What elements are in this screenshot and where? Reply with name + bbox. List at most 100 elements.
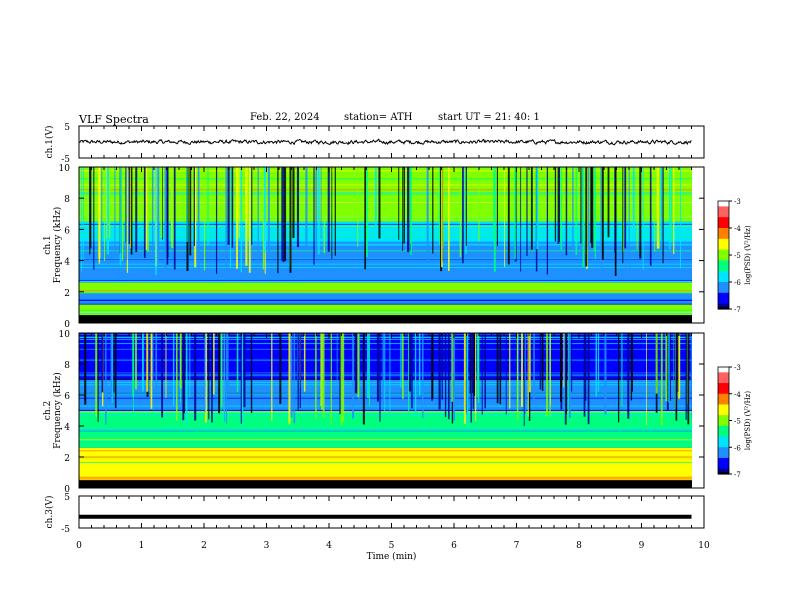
s2-streak [666,333,669,411]
s2-streak [105,333,107,425]
s2-colorbar-cell [718,438,729,441]
s1-streak [281,167,283,261]
s2-streak [597,333,600,392]
s1-streak [230,167,232,268]
s1-streak [189,167,192,256]
s2-colorbar-cell [718,374,729,377]
s1-streak [607,167,610,238]
s2-colorbar-cell [718,424,729,427]
s2-colorbar-cell [718,416,729,420]
s2-streak [473,333,475,393]
s1-blank [692,167,704,323]
s1-streak [166,167,169,265]
s1-streak [558,167,560,242]
s1-colorbar-cell [718,249,729,252]
s2-streak [297,333,299,411]
s2-colorbar-cell [718,441,729,445]
x-tick-label: 10 [698,541,710,551]
s2-colorbar-cell [718,457,729,461]
s1-colorbar-label: log(PSD) (V²/Hz) [744,225,752,284]
s1-streak [614,167,617,277]
s1-streak [323,167,326,254]
s1-streak [670,167,673,243]
s1-streak [89,167,92,249]
s2-colorbar-cell [718,447,729,450]
s1-colorbar-cell [718,292,729,296]
s2-band-line [79,336,692,338]
s2-streak [621,333,623,407]
ch3-plot [78,495,705,529]
s2-streak [673,333,675,410]
s1-band-line [79,232,692,234]
s2-streak [135,333,137,390]
s2-colorbar-tick-label: -5 [734,418,741,426]
s1-band-line [79,234,692,236]
start-time-label: start UT = 21: 40: 1 [438,112,540,123]
s2-band-line [79,405,692,407]
s1-streak [478,167,480,242]
s2-streak [204,333,207,423]
s1-streak [320,167,322,239]
s2-streak [339,333,342,415]
s2-band-line [79,456,692,458]
s2-colorbar-cell [718,452,729,455]
s2-streak [422,333,424,419]
s1-streak [126,167,129,250]
s1-band-line [79,299,692,301]
s2-band-line [79,437,692,439]
s2-band-line [79,477,692,479]
s2-streak [194,333,197,421]
s1-band-line [79,189,692,191]
s1-band-line [79,312,692,314]
s1-streak [580,167,582,244]
s1-band-line [79,266,692,268]
s1-streak [193,167,195,246]
s2-streak [677,333,679,393]
s2-colorbar-cell [718,395,729,398]
s1-streak [409,167,412,245]
s1-streak [93,167,95,270]
s1-streak [171,167,174,249]
s1-streak [601,167,604,260]
s2-streak [529,333,531,393]
s2-band-line [79,334,692,336]
s2-colorbar-cell [718,436,729,439]
s2-streak [533,333,535,403]
s2-colorbar-cell [718,432,729,436]
s1-streak [197,167,200,269]
s2-streak [408,333,412,392]
s2-streak [176,333,178,421]
s2-colorbar-cell [718,397,729,400]
s2-band-line [79,359,692,361]
s1-band-line [79,260,692,262]
s1-streak [227,167,230,245]
s1-streak [493,167,496,272]
s1-streak [402,167,404,251]
s2-colorbar-cell [718,427,729,431]
s1-streak [305,167,308,249]
s1-colorbar-cell [718,220,729,224]
s1-band-line [79,202,692,204]
s1-streak [582,167,585,267]
s2-ytick-label: 6 [64,392,70,402]
x-tick-label: 6 [451,541,457,551]
s1-colorbar-tick-label: -6 [734,279,741,287]
s1-band-line [79,216,692,218]
s2-streak [675,333,678,421]
ch1-ytick-label: -5 [61,155,70,165]
s2-streak [220,333,222,422]
s1-colorbar-cell [718,262,729,265]
s2-colorbar-cell [718,381,729,384]
s2-streak [250,333,253,414]
s2-streak [595,333,598,397]
ch1-ytick-label: 5 [64,123,70,133]
s1-streak [572,167,574,247]
s2-streak [496,333,499,404]
s2-streak [213,333,215,395]
s2-streak [303,333,306,392]
s1-streak [240,167,243,273]
s1-streak [357,167,359,247]
s2-colorbar-cell [718,400,729,404]
s2-streak [687,333,690,425]
